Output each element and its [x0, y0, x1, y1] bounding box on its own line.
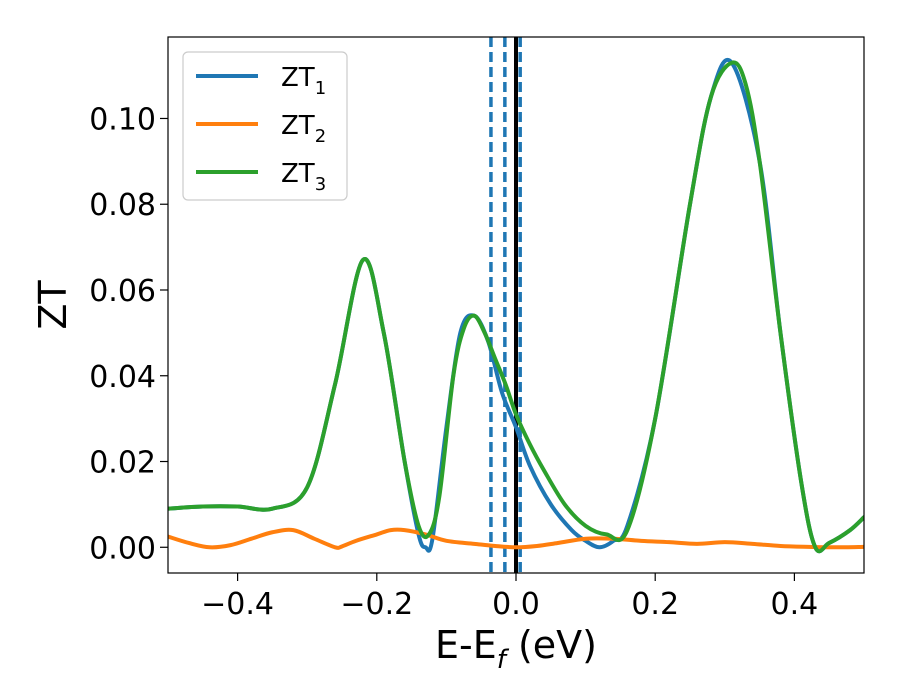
legend-box	[182, 51, 348, 201]
legend-label-zt3: ZT3	[281, 159, 326, 195]
legend: ZT1 ZT2 ZT3	[182, 51, 348, 201]
x-tick-label: −0.2	[340, 587, 413, 622]
y-tick-label: 0.08	[89, 188, 156, 223]
x-tick-label: −0.4	[201, 587, 274, 622]
y-tick-label: 0.02	[89, 446, 156, 481]
y-axis: 0.00 0.02 0.04 0.06 0.08 0.10	[89, 102, 168, 566]
series-line-zt3	[168, 60, 864, 554]
y-tick-label: 0.00	[89, 531, 156, 566]
legend-label-zt2: ZT2	[281, 111, 326, 147]
series-line-zt2	[168, 527, 864, 550]
x-tick-label: 0.4	[771, 587, 819, 622]
x-axis: −0.4 −0.2 0.0 0.2 0.4	[201, 573, 818, 622]
legend-label-zt1: ZT1	[281, 63, 326, 99]
x-tick-label: 0.0	[492, 587, 540, 622]
y-tick-label: 0.06	[89, 274, 156, 309]
x-axis-title: E-Ef (eV)	[435, 623, 597, 675]
y-tick-label: 0.04	[89, 360, 156, 395]
x-tick-label: 0.2	[631, 587, 679, 622]
y-tick-label: 0.10	[89, 102, 156, 137]
series-layer	[168, 58, 864, 554]
vertical-lines	[489, 37, 522, 573]
y-axis-title: ZT	[31, 280, 75, 330]
x-axis-title-unit: (eV)	[506, 623, 597, 667]
